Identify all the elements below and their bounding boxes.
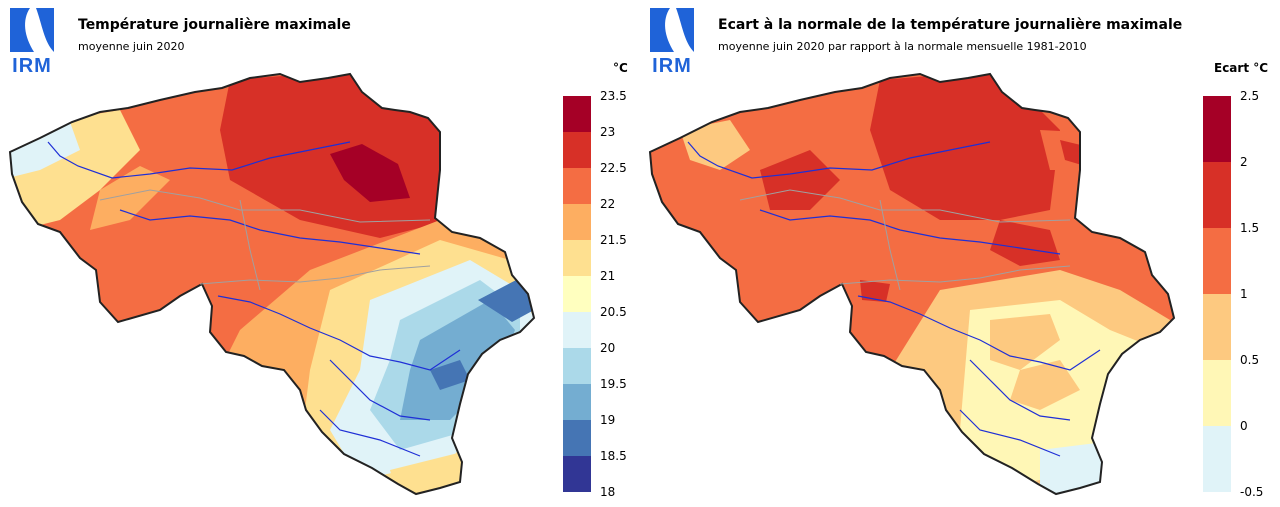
legend-tick: 21.5 xyxy=(600,233,627,247)
irm-logo: IRM xyxy=(646,6,698,77)
legend-unit: °C xyxy=(613,61,628,75)
legend-swatch xyxy=(563,312,591,348)
map-title: Ecart à la normale de la température jou… xyxy=(718,17,1183,33)
legend-tick: 1.5 xyxy=(1240,221,1260,235)
legend-tick: 21 xyxy=(600,269,616,283)
panel-temperature-anomaly: IRM Ecart à la normale de la température… xyxy=(640,0,1280,507)
legend-swatch xyxy=(1203,96,1231,162)
irm-logo-text: IRM xyxy=(652,55,692,77)
legend-swatch xyxy=(563,456,591,492)
legend-tick: 19.5 xyxy=(600,377,627,391)
legend-tick: 23 xyxy=(600,125,616,139)
legend-swatch xyxy=(563,96,591,132)
irm-logo-text: IRM xyxy=(12,55,52,77)
map-subtitle: moyenne juin 2020 xyxy=(78,40,185,53)
legend-swatch xyxy=(563,276,591,312)
legend-tick: 1 xyxy=(1240,287,1248,301)
legend-swatch xyxy=(1203,162,1231,228)
legend-swatch xyxy=(563,132,591,168)
legend-tick: 20 xyxy=(600,341,616,355)
legend-unit: Ecart °C xyxy=(1214,61,1269,75)
legend-tick: 2 xyxy=(1240,155,1248,169)
legend-tick: 0.5 xyxy=(1240,353,1260,367)
legend-tick: 19 xyxy=(600,413,616,427)
map-subtitle: moyenne juin 2020 par rapport à la norma… xyxy=(718,40,1087,53)
legend-tick: 18 xyxy=(600,485,616,499)
legend-tick: 0 xyxy=(1240,419,1248,433)
legend-swatch xyxy=(563,168,591,204)
legend-tick: 23.5 xyxy=(600,89,627,103)
legend-swatch xyxy=(563,204,591,240)
belgium-anomaly-map xyxy=(649,73,1175,495)
legend-swatch xyxy=(1203,294,1231,360)
legend-swatch xyxy=(563,240,591,276)
legend-swatch xyxy=(563,384,591,420)
map-title: Température journalière maximale xyxy=(78,17,351,33)
irm-logo: IRM xyxy=(6,6,58,77)
legend-swatch xyxy=(1203,426,1231,492)
belgium-temperature-map xyxy=(9,73,535,495)
legend-ticks: 2.5 2 1.5 1 0.5 0 -0.5 xyxy=(1240,90,1280,500)
legend-swatch xyxy=(1203,360,1231,426)
legend-swatch xyxy=(1203,228,1231,294)
legend-tick: 20.5 xyxy=(600,305,627,319)
legend-tick: 2.5 xyxy=(1240,89,1260,103)
legend-ticks: 23.5 23 22.5 22 21.5 21 20.5 20 19.5 19 … xyxy=(600,90,640,500)
legend-tick: 18.5 xyxy=(600,449,627,463)
panel-max-temperature: IRM Température journalière maximale moy… xyxy=(6,6,640,500)
legend-tick: -0.5 xyxy=(1240,485,1264,499)
color-legend xyxy=(563,96,591,492)
legend-tick: 22 xyxy=(600,197,616,211)
color-legend xyxy=(1203,96,1231,492)
legend-swatch xyxy=(563,348,591,384)
legend-swatch xyxy=(563,420,591,456)
legend-tick: 22.5 xyxy=(600,161,627,175)
